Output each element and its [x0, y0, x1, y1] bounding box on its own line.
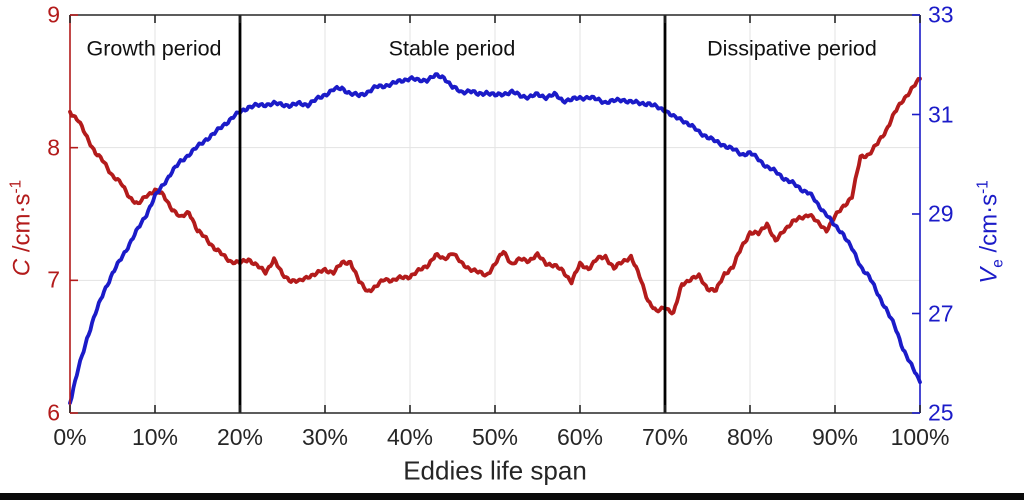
x-tick-label-70%: 70%	[641, 424, 689, 450]
x-tick-label-50%: 50%	[471, 424, 519, 450]
x-tick-label-80%: 80%	[726, 424, 774, 450]
annotation-dissipative-period: Dissipative period	[707, 36, 877, 61]
left-axis-unit: /cm·s	[8, 193, 36, 253]
right-axis-label: Ve/cm·s-1	[975, 180, 1008, 284]
left-axis-label: C/cm·s-1	[8, 180, 37, 276]
left-tick-label-9: 9	[47, 1, 60, 28]
x-axis-title: Eddies life span	[403, 455, 587, 486]
left-tick-label-8: 8	[47, 134, 60, 161]
right-tick-label-25: 25	[928, 399, 954, 426]
series-Ve-curve	[68, 72, 922, 406]
x-tick-label-0%: 0%	[53, 424, 87, 450]
right-tick-label-33: 33	[928, 1, 954, 28]
left-tick-label-7: 7	[47, 266, 60, 293]
x-tick-label-30%: 30%	[301, 424, 349, 450]
x-tick-label-60%: 60%	[556, 424, 604, 450]
right-axis-symbol: V	[975, 267, 1003, 284]
left-axis-exponent: -1	[7, 179, 25, 194]
series-C-curve	[68, 76, 922, 316]
x-tick-label-20%: 20%	[216, 424, 264, 450]
right-tick-label-31: 31	[928, 101, 954, 127]
left-tick-label-6: 6	[47, 399, 60, 426]
right-tick-label-27: 27	[928, 300, 954, 326]
right-axis-subscript: e	[989, 259, 1007, 268]
x-tick-label-10%: 10%	[131, 424, 179, 450]
right-axis-exponent: -1	[974, 180, 992, 194]
x-tick-label-100%: 100%	[890, 424, 950, 450]
right-axis-unit: /cm·s	[975, 193, 1003, 253]
x-tick-label-90%: 90%	[811, 424, 859, 450]
right-tick-label-29: 29	[928, 200, 954, 227]
x-tick-label-40%: 40%	[386, 424, 434, 450]
window-bottom-edge	[0, 493, 1024, 500]
annotation-growth-period: Growth period	[86, 36, 222, 61]
annotation-stable-period: Stable period	[388, 36, 516, 61]
